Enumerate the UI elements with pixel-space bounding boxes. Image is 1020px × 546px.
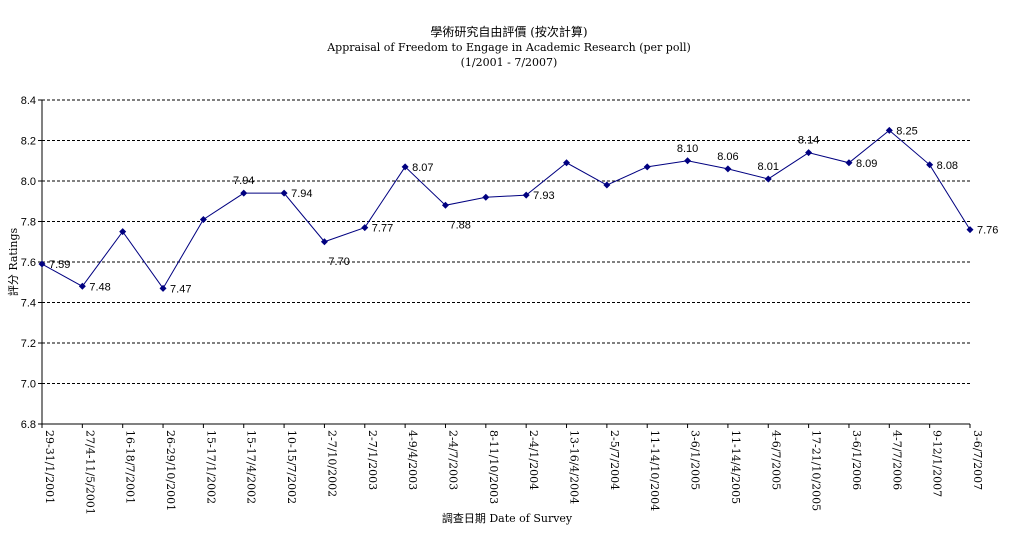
data-label: 8.01 bbox=[758, 161, 779, 173]
x-tick-label: 2-7/10/2002 bbox=[325, 430, 338, 497]
data-point bbox=[563, 159, 571, 167]
data-point bbox=[38, 260, 46, 268]
x-tick-label: 9-12/1/2007 bbox=[931, 430, 944, 497]
x-tick-label: 26-29/10/2001 bbox=[164, 430, 177, 511]
data-label: 8.08 bbox=[937, 160, 958, 172]
x-tick-label: 8-11/10/2003 bbox=[487, 430, 500, 504]
chart-subtitle: Appraisal of Freedom to Engage in Academ… bbox=[326, 41, 691, 54]
data-label: 8.09 bbox=[856, 158, 877, 170]
x-tick-label: 4-7/7/2006 bbox=[890, 430, 903, 490]
y-tick-label: 7.2 bbox=[21, 338, 36, 350]
y-tick-label: 6.8 bbox=[21, 419, 36, 431]
y-tick-label: 8.4 bbox=[21, 95, 36, 107]
data-point bbox=[724, 165, 732, 173]
x-tick-label: 29-31/1/2001 bbox=[43, 430, 56, 504]
x-tick-label: 11-14/4/2005 bbox=[729, 430, 742, 504]
data-label: 7.77 bbox=[372, 223, 393, 235]
data-point bbox=[119, 228, 127, 236]
x-tick-label: 27/4-11/5/2001 bbox=[83, 430, 96, 515]
grid-layer bbox=[42, 99, 970, 384]
data-point bbox=[522, 191, 530, 199]
x-tick-label: 15-17/4/2002 bbox=[245, 430, 258, 504]
data-point bbox=[240, 189, 248, 197]
data-point bbox=[603, 181, 611, 189]
data-point bbox=[482, 193, 490, 201]
data-label: 7.59 bbox=[49, 259, 70, 271]
series-layer bbox=[38, 126, 974, 292]
x-tick-label: 4-6/7/2005 bbox=[769, 430, 782, 490]
data-point bbox=[401, 163, 409, 171]
data-label: 7.94 bbox=[233, 175, 254, 187]
data-point bbox=[78, 282, 86, 290]
x-tick-label: 10-15/7/2002 bbox=[285, 430, 298, 504]
x-axis-title: 調查日期 Date of Survey bbox=[442, 511, 573, 525]
data-label: 8.10 bbox=[677, 143, 698, 155]
x-tick-label: 3-6/7/2007 bbox=[971, 430, 984, 490]
data-point bbox=[845, 159, 853, 167]
y-tick-label: 7.8 bbox=[21, 217, 36, 229]
data-point bbox=[159, 284, 167, 292]
data-label: 8.06 bbox=[717, 151, 738, 163]
data-label: 7.76 bbox=[977, 225, 998, 237]
data-label: 7.70 bbox=[328, 256, 349, 268]
data-point bbox=[805, 149, 813, 157]
x-tick-label: 2-7/1/2003 bbox=[366, 430, 379, 490]
chart-title: 學術研究自由評價 (按次計算) bbox=[430, 24, 587, 39]
x-tick-label: 3-6/1/2006 bbox=[850, 430, 863, 490]
label-layer: 7.59 7.48 7.47 7.94 7.94 7.70 7.77 8.07 7.88 7.93… bbox=[49, 125, 998, 295]
x-tick-label: 11-14/10/2004 bbox=[648, 430, 661, 511]
data-point bbox=[764, 175, 772, 183]
x-tick-label: 2-5/7/2004 bbox=[608, 430, 621, 490]
chart-subtitle-range: (1/2001 - 7/2007) bbox=[461, 56, 558, 69]
y-tick-label: 8.2 bbox=[21, 136, 36, 148]
data-point bbox=[684, 157, 692, 165]
data-point bbox=[199, 215, 207, 223]
y-tick-label: 7.4 bbox=[21, 298, 36, 310]
x-tick-label: 15-17/1/2002 bbox=[204, 430, 217, 504]
x-tick-label: 16-18/7/2001 bbox=[124, 430, 137, 504]
axis-layer: 6.8 7.0 7.2 7.4 7.6 7.8 8.0 8.2 8.4 29-31/1/2001 2… bbox=[21, 95, 984, 515]
x-tick-label: 13-16/4/2004 bbox=[568, 430, 581, 504]
y-axis-title: 評分 Ratings bbox=[6, 228, 20, 297]
data-label: 8.14 bbox=[798, 135, 819, 147]
data-point bbox=[643, 163, 651, 171]
x-tick-label: 3-6/1/2005 bbox=[689, 430, 702, 490]
y-tick-label: 7.0 bbox=[21, 379, 36, 391]
data-label: 8.07 bbox=[412, 162, 433, 174]
data-point bbox=[280, 189, 288, 197]
series-line bbox=[41, 129, 971, 290]
data-point bbox=[926, 161, 934, 169]
x-tick-label: 4-9/4/2003 bbox=[406, 430, 419, 490]
data-point bbox=[966, 226, 974, 234]
data-point bbox=[320, 238, 328, 246]
y-tick-label: 7.6 bbox=[21, 257, 36, 269]
data-point bbox=[441, 201, 449, 209]
y-tick-label: 8.0 bbox=[21, 176, 36, 188]
x-tick-label: 2-4/7/2003 bbox=[446, 430, 459, 490]
data-label: 8.25 bbox=[896, 125, 917, 137]
data-point bbox=[361, 224, 369, 232]
data-label: 7.47 bbox=[170, 283, 191, 295]
data-point bbox=[885, 126, 893, 134]
data-label: 7.94 bbox=[291, 188, 312, 200]
x-tick-label: 17-21/10/2005 bbox=[810, 430, 823, 511]
data-label: 7.48 bbox=[89, 281, 110, 293]
x-tick-label: 2-4/1/2004 bbox=[527, 430, 540, 490]
data-label: 7.93 bbox=[533, 190, 554, 202]
data-label: 7.88 bbox=[449, 219, 470, 231]
